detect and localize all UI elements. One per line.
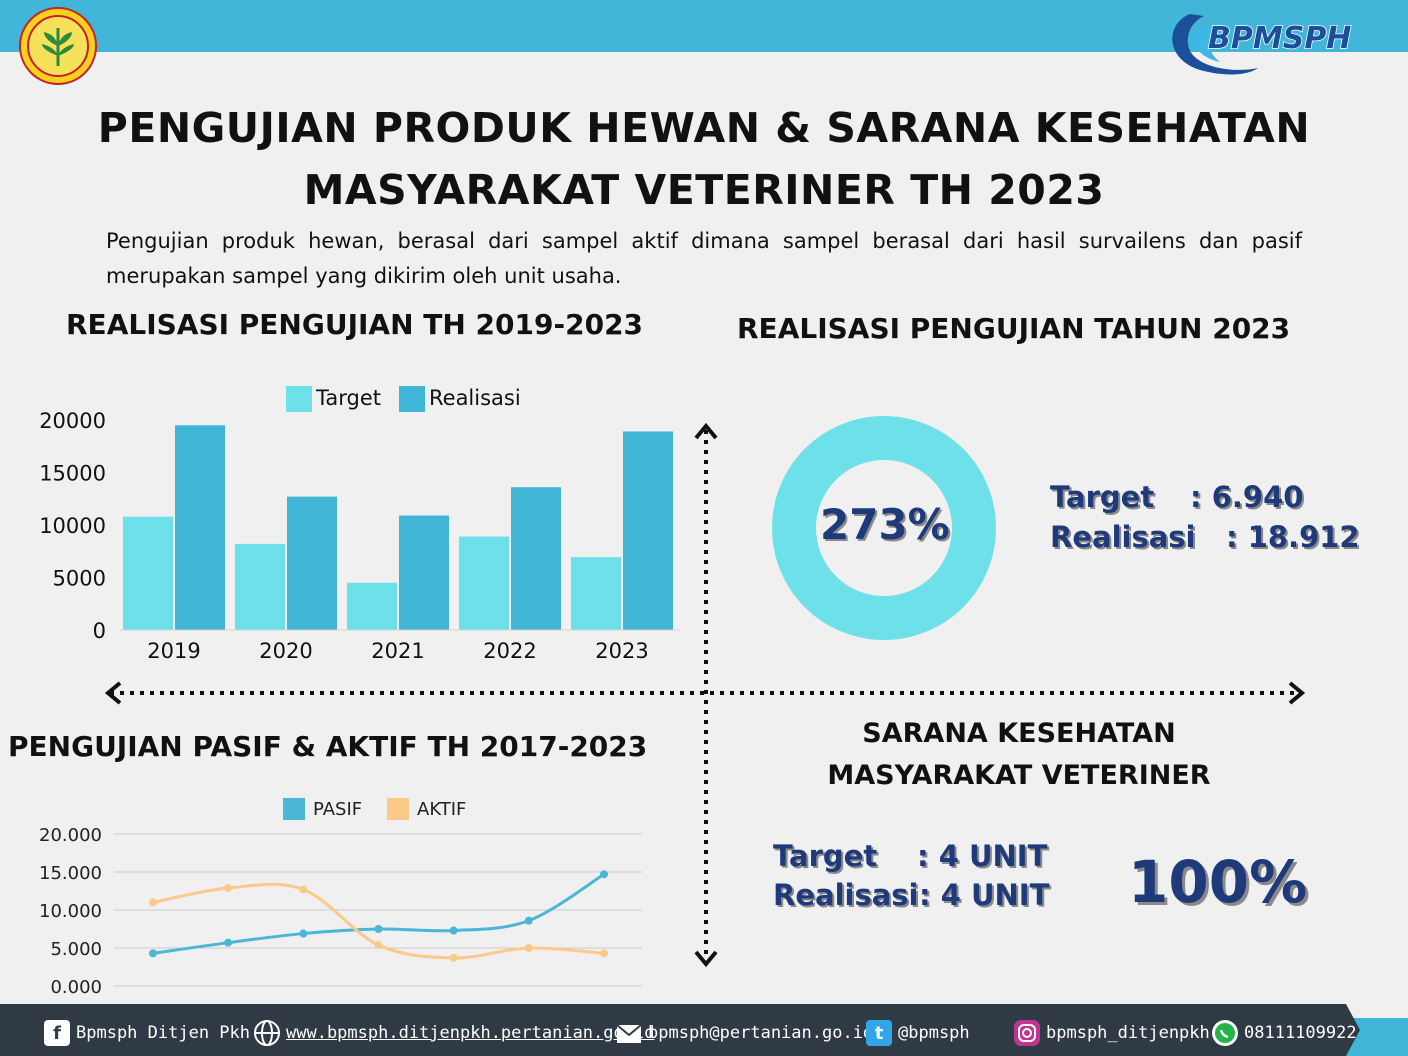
stat-realisasi-2023: Realisasi : 18.912	[1050, 520, 1360, 554]
bar-realisasi-2020	[287, 496, 337, 630]
bar-target-2022	[459, 536, 509, 630]
bar-ytick-label: 0	[93, 619, 106, 643]
line-point-pasif	[374, 925, 383, 933]
sarana-percent: 100%	[1128, 848, 1308, 916]
footer-facebook[interactable]: f Bpmsph Ditjen Pkh	[44, 1018, 250, 1048]
website-link: www.bpmsph.ditjenpkh.pertanian.go.id	[286, 1023, 655, 1043]
sarana-realisasi-label: Realisasi	[773, 878, 919, 912]
whatsapp-number: 08111109922	[1244, 1023, 1357, 1043]
legend-swatch-pasif	[283, 798, 305, 820]
stat-target-2023: Target : 6.940	[1050, 480, 1303, 514]
line-point-aktif	[374, 940, 383, 949]
line-point-pasif	[299, 929, 308, 938]
page-title-line1: PENGUJIAN PRODUK HEWAN & SARANA KESEHATA…	[97, 104, 1311, 152]
bar-realisasi-2023	[623, 431, 673, 630]
legend-label-aktif: AKTIF	[417, 799, 466, 820]
line-ytick-label: 5.000	[50, 939, 102, 960]
footer: f Bpmsph Ditjen Pkh www.bpmsph.ditjenpkh…	[0, 1004, 1408, 1056]
legend-label-pasif: PASIF	[313, 799, 362, 820]
donut-title: REALISASI PENGUJIAN TAHUN 2023	[737, 312, 1291, 345]
bar-xtick-label: 2021	[371, 639, 424, 663]
line-ytick-label: 10.000	[39, 901, 102, 922]
sarana-target-label: Target	[773, 839, 878, 873]
bar-xtick-label: 2022	[483, 639, 536, 663]
bar-xtick-label: 2023	[595, 639, 648, 663]
intro-paragraph: Pengujian produk hewan, berasal dari sam…	[106, 229, 1302, 288]
line-point-aktif	[600, 949, 608, 958]
line-point-pasif	[449, 926, 458, 935]
instagram-handle: bpmsph_ditjenpkh	[1046, 1023, 1210, 1043]
line-ytick-label: 0.000	[50, 977, 102, 998]
line-point-pasif	[524, 916, 533, 925]
donut-ring	[772, 416, 996, 640]
line-ytick-label: 20.000	[39, 825, 102, 846]
sarana-title-line1: SARANA KESEHATAN	[862, 718, 1176, 749]
bar-target-2019	[123, 516, 173, 630]
facebook-icon: f	[44, 1020, 70, 1046]
logo-text: BPMSPH	[1208, 21, 1351, 56]
bar-ytick-label: 20000	[39, 409, 106, 433]
line-chart: 0.000 5.000 10.000 15.000 20.000 PASIF AKTIF	[39, 798, 642, 998]
instagram-icon	[1014, 1020, 1040, 1046]
bar-ytick-label: 10000	[39, 514, 106, 538]
sarana-title-line2: MASYARAKAT VETERINER	[827, 760, 1211, 791]
twitter-icon: t	[866, 1020, 892, 1046]
facebook-handle: Bpmsph Ditjen Pkh	[76, 1023, 250, 1043]
bpmsph-logo: BPMSPH	[1172, 14, 1352, 75]
donut-chart	[772, 416, 996, 640]
stat-realisasi-value: : 18.912	[1226, 520, 1360, 554]
twitter-handle: @bpmsph	[898, 1023, 970, 1043]
bar-chart-title: REALISASI PENGUJIAN TH 2019-2023	[66, 308, 644, 341]
bar-chart: 0 5000 10000 15000 20000 2019 2020 2021 2022 2023…	[39, 386, 680, 663]
line-point-pasif	[149, 949, 157, 958]
line-point-aktif	[224, 883, 233, 892]
footer-instagram[interactable]: bpmsph_ditjenpkh	[1014, 1018, 1210, 1048]
bar-xtick-label: 2019	[147, 639, 200, 663]
line-chart-title: PENGUJIAN PASIF & AKTIF TH 2017-2023	[8, 730, 648, 763]
email-address: bpmsph@pertanian.go.id	[648, 1023, 874, 1043]
bar-realisasi-2022	[511, 487, 561, 630]
footer-email[interactable]: bpmsph@pertanian.go.id	[616, 1018, 873, 1048]
bar-ytick-label: 5000	[53, 567, 106, 591]
footer-whatsapp[interactable]: 08111109922	[1212, 1018, 1357, 1048]
legend-swatch-target	[286, 386, 312, 412]
whatsapp-icon	[1212, 1020, 1238, 1046]
stat-realisasi-label: Realisasi	[1050, 520, 1196, 554]
bar-xtick-label: 2020	[259, 639, 312, 663]
stat-target-value: : 6.940	[1190, 480, 1304, 514]
sarana-realisasi: Realisasi: 4 UNIT	[773, 878, 1049, 912]
bar-ytick-label: 15000	[39, 462, 106, 486]
line-point-aktif	[449, 953, 458, 962]
line-point-aktif	[299, 885, 308, 894]
sarana-target-value: : 4 UNIT	[917, 839, 1048, 873]
line-point-aktif	[149, 898, 157, 907]
bar-target-2021	[347, 582, 397, 630]
page-title-line2: MASYARAKAT VETERINER TH 2023	[303, 166, 1105, 214]
legend-label-target: Target	[315, 386, 381, 410]
sarana-target: Target : 4 UNIT	[773, 839, 1047, 873]
line-point-pasif	[224, 938, 233, 947]
legend-swatch-aktif	[387, 798, 409, 820]
legend-swatch-realisasi	[399, 386, 425, 412]
stat-target-label: Target	[1050, 480, 1155, 514]
bar-realisasi-2019	[175, 425, 225, 630]
line-point-aktif	[524, 944, 533, 952]
line-point-pasif	[600, 870, 608, 879]
donut-center-label: 273%	[820, 500, 950, 549]
bar-target-2023	[571, 557, 621, 630]
bar-target-2020	[235, 543, 285, 630]
legend-label-realisasi: Realisasi	[429, 386, 521, 410]
ministry-logo	[19, 7, 97, 85]
footer-twitter[interactable]: t @bpmsph	[866, 1018, 970, 1048]
bar-realisasi-2021	[399, 515, 449, 630]
mail-icon	[616, 1020, 642, 1046]
footer-band	[0, 1004, 1360, 1056]
globe-icon	[254, 1020, 280, 1046]
line-ytick-label: 15.000	[39, 863, 102, 884]
footer-website[interactable]: www.bpmsph.ditjenpkh.pertanian.go.id	[254, 1018, 654, 1048]
quadrant-divider	[104, 422, 1306, 968]
sarana-realisasi-value: : 4 UNIT	[919, 878, 1050, 912]
